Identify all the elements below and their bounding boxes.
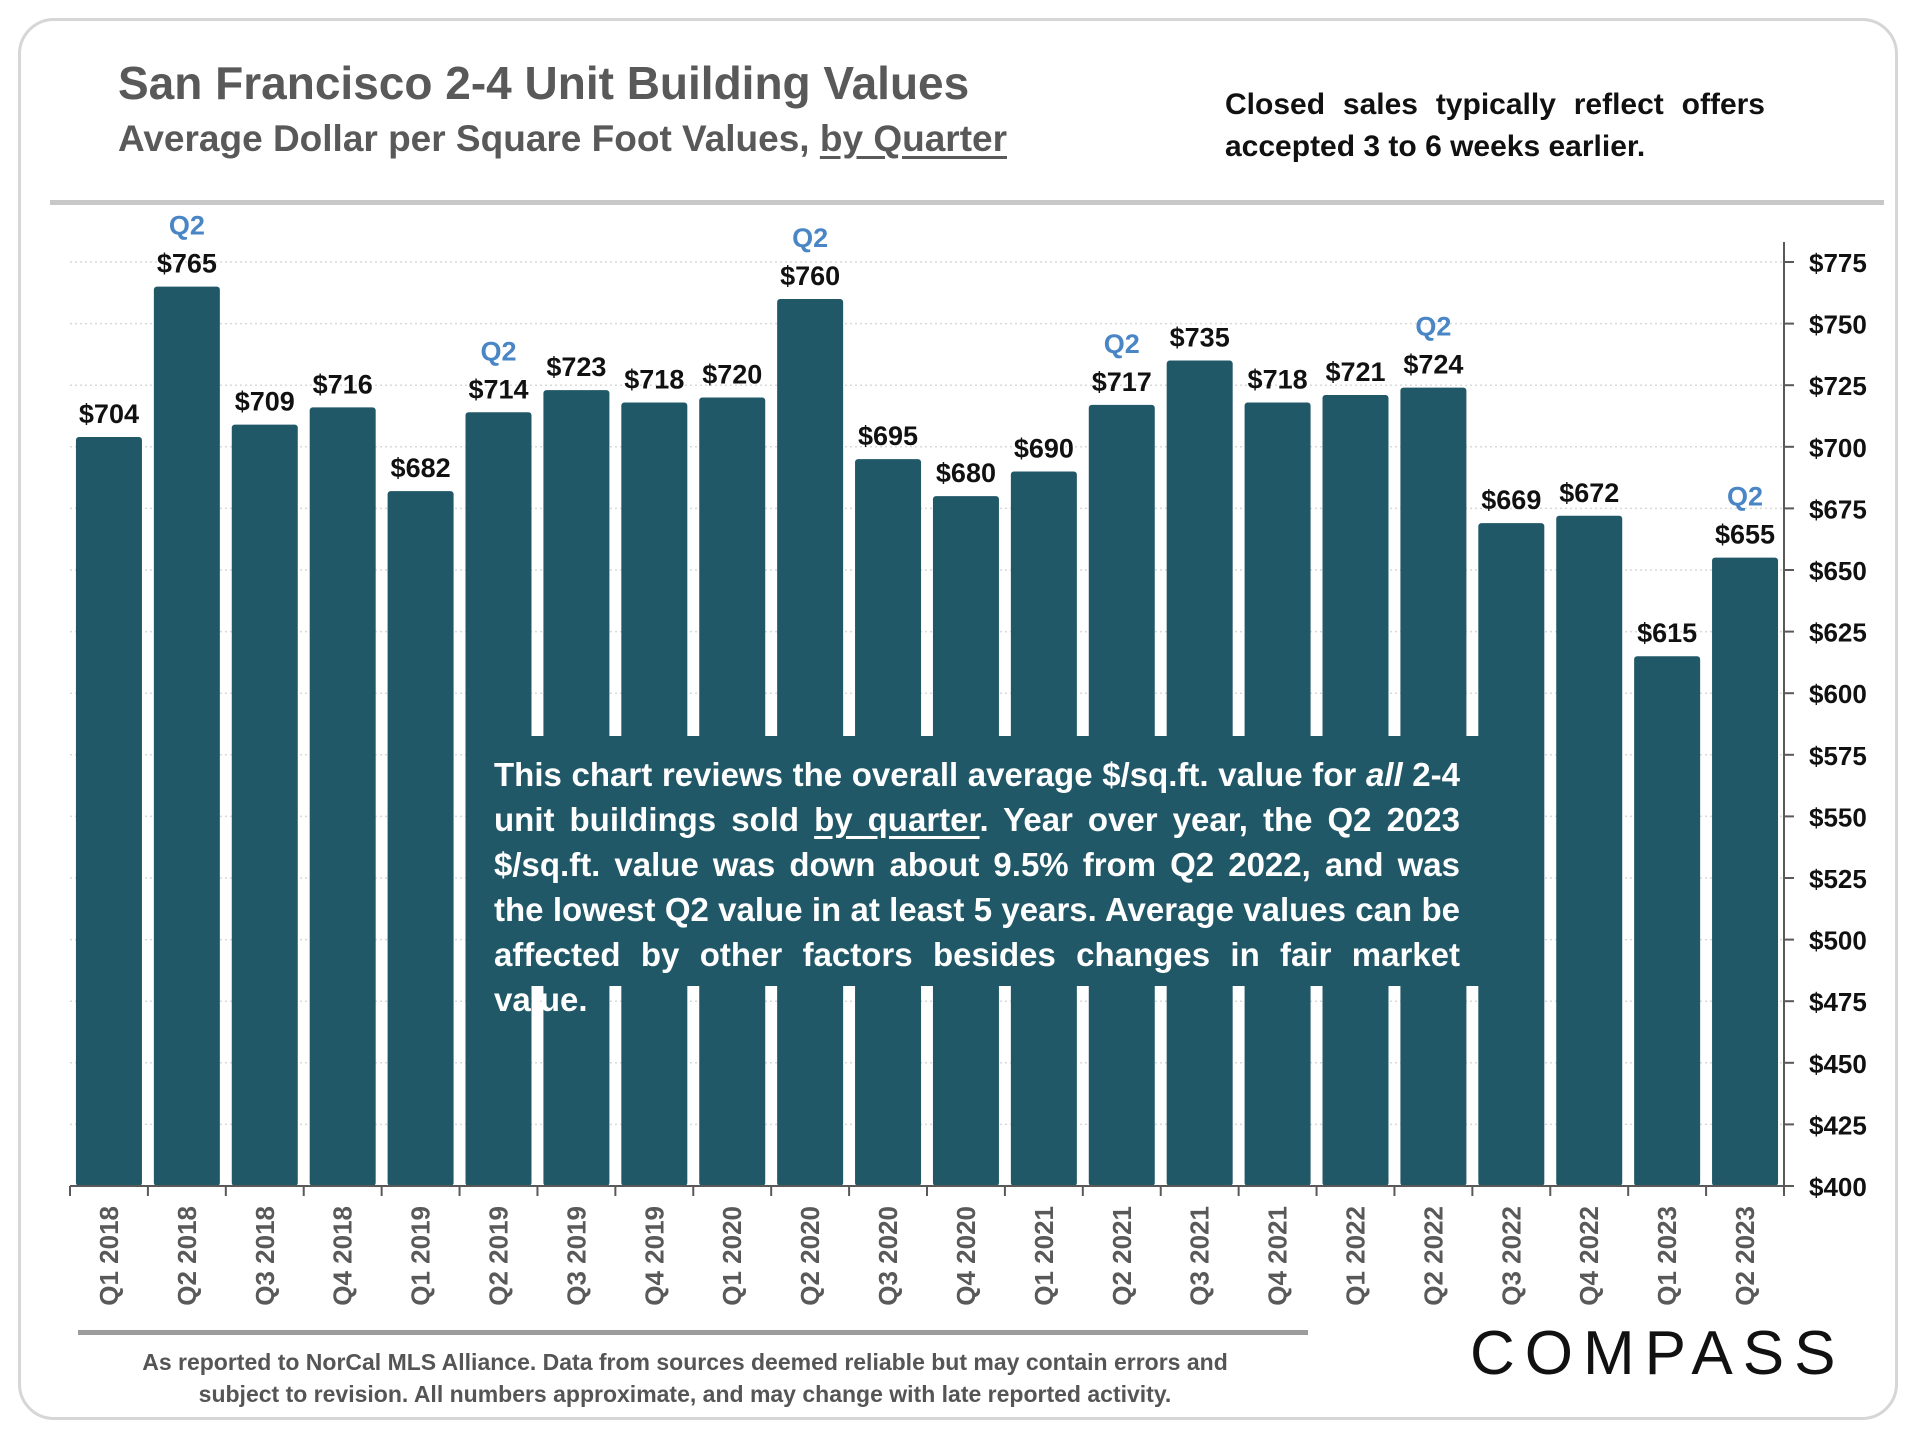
bar-value-label: $709 (235, 387, 295, 417)
x-category-label: Q2 2020 (795, 1206, 825, 1306)
q2-marker-label: Q2 (792, 223, 828, 253)
x-category-label: Q3 2020 (873, 1206, 903, 1306)
bar (1634, 656, 1701, 1186)
bar-value-label: $615 (1637, 618, 1697, 648)
bar-value-label: $669 (1481, 485, 1541, 515)
bar-value-label: $704 (79, 399, 139, 429)
y-tick-label: $425 (1809, 1110, 1867, 1140)
value-labels: $704 $765 Q2 $709 $716 $682 $714 Q2 $723 $718 $720… (79, 211, 1775, 649)
y-tick-label: $475 (1809, 987, 1867, 1017)
y-tick-label: $700 (1809, 433, 1867, 463)
bar-value-label: $735 (1170, 323, 1230, 353)
y-tick-label: $550 (1809, 802, 1867, 832)
x-category-label: Q4 2022 (1574, 1206, 1604, 1306)
x-category-label: Q2 2022 (1418, 1206, 1448, 1306)
footnote-line-2: subject to revision. All numbers approxi… (198, 1381, 1172, 1407)
x-category-label: Q3 2018 (250, 1206, 280, 1306)
y-tick-label: $525 (1809, 864, 1867, 894)
x-category-label: Q1 2018 (94, 1206, 124, 1306)
y-tick-label: $400 (1809, 1172, 1867, 1202)
q2-marker-label: Q2 (1415, 312, 1451, 342)
chart-title: San Francisco 2-4 Unit Building Values (118, 57, 970, 109)
footnote-line-1: As reported to NorCal MLS Alliance. Data… (142, 1349, 1228, 1375)
callout-italic-all: all (1365, 756, 1403, 793)
y-tick-label: $675 (1809, 494, 1867, 524)
subtitle-prefix: Average Dollar per Square Foot Values, (118, 118, 820, 159)
bar (153, 286, 220, 1186)
chart-subtitle: Average Dollar per Square Foot Values, b… (118, 118, 1007, 160)
bar-value-label: $724 (1403, 350, 1463, 380)
bar (1712, 557, 1779, 1186)
bar-value-label: $655 (1715, 520, 1775, 550)
y-tick-label: $625 (1809, 618, 1867, 648)
bar-value-label: $718 (1248, 364, 1308, 394)
bar-value-label: $714 (468, 374, 528, 404)
y-tick-label: $600 (1809, 679, 1867, 709)
subtitle-by-quarter: by Quarter (819, 118, 1007, 159)
data-source-footnote: As reported to NorCal MLS Alliance. Data… (120, 1346, 1250, 1410)
bar (75, 436, 142, 1187)
callout-text-2: 2-4 unit buildings sold (494, 756, 1460, 838)
bar-value-label: $718 (624, 364, 684, 394)
x-category-label: Q4 2020 (951, 1206, 981, 1306)
footer-divider (78, 1330, 1308, 1335)
chart-commentary-box: This chart reviews the overall average $… (480, 736, 1480, 1018)
bar-value-label: $760 (780, 261, 840, 291)
x-category-label: Q2 2021 (1107, 1206, 1137, 1306)
bar (231, 424, 298, 1186)
bar-value-label: $721 (1325, 357, 1385, 387)
x-category-label: Q3 2021 (1185, 1206, 1215, 1306)
callout-text-1: This chart reviews the overall average $… (494, 756, 1366, 793)
header-divider (50, 200, 1884, 205)
y-tick-label: $775 (1809, 248, 1867, 278)
q2-marker-label: Q2 (1727, 482, 1763, 512)
x-category-label: Q4 2018 (328, 1206, 358, 1306)
x-category-label: Q1 2019 (406, 1206, 436, 1306)
x-category-label: Q3 2019 (561, 1206, 591, 1306)
y-tick-label: $450 (1809, 1049, 1867, 1079)
y-tick-label: $500 (1809, 926, 1867, 956)
bar (309, 407, 376, 1187)
y-tick-label: $650 (1809, 556, 1867, 586)
bar-value-label: $682 (391, 453, 451, 483)
x-category-label: Q1 2021 (1029, 1206, 1059, 1306)
y-tick-label: $575 (1809, 741, 1867, 771)
x-category-label: Q1 2022 (1341, 1206, 1371, 1306)
offer-timing-note: Closed sales typically reflect offers ac… (1225, 88, 1765, 163)
bar-value-label: $765 (157, 249, 217, 279)
q2-marker-label: Q2 (1104, 329, 1140, 359)
x-category-label: Q1 2023 (1652, 1206, 1682, 1306)
x-category-label: Q1 2020 (717, 1206, 747, 1306)
axes: $400 $425 $450 $475 $500 $525 $550 $575 $600 $625… (69, 242, 1867, 1306)
callout-by-quarter: by quarter (814, 801, 980, 838)
x-category-label: Q2 2019 (484, 1206, 514, 1306)
bar-value-label: $723 (546, 352, 606, 382)
bar (1478, 523, 1545, 1186)
q2-marker-label: Q2 (169, 211, 205, 241)
bar (387, 491, 454, 1187)
y-tick-label: $725 (1809, 371, 1867, 401)
x-category-label: Q2 2023 (1730, 1206, 1760, 1306)
bar (1556, 515, 1623, 1186)
x-category-label: Q4 2021 (1263, 1206, 1293, 1306)
y-tick-label: $750 (1809, 310, 1867, 340)
bar-value-label: $716 (313, 369, 373, 399)
bar-value-label: $717 (1092, 367, 1152, 397)
compass-logo: COMPASS (1470, 1319, 1846, 1388)
q2-marker-label: Q2 (480, 336, 516, 366)
x-category-label: Q3 2022 (1496, 1206, 1526, 1306)
x-category-label: Q4 2019 (639, 1206, 669, 1306)
bar-value-label: $690 (1014, 433, 1074, 463)
bar-value-label: $680 (936, 458, 996, 488)
bar-value-label: $695 (858, 421, 918, 451)
bar-value-label: $672 (1559, 478, 1619, 508)
bar-value-label: $720 (702, 360, 762, 390)
x-category-label: Q2 2018 (172, 1206, 202, 1306)
callout-text-3: . Year over year, the Q2 2023 $/sq.ft. v… (494, 801, 1460, 1018)
